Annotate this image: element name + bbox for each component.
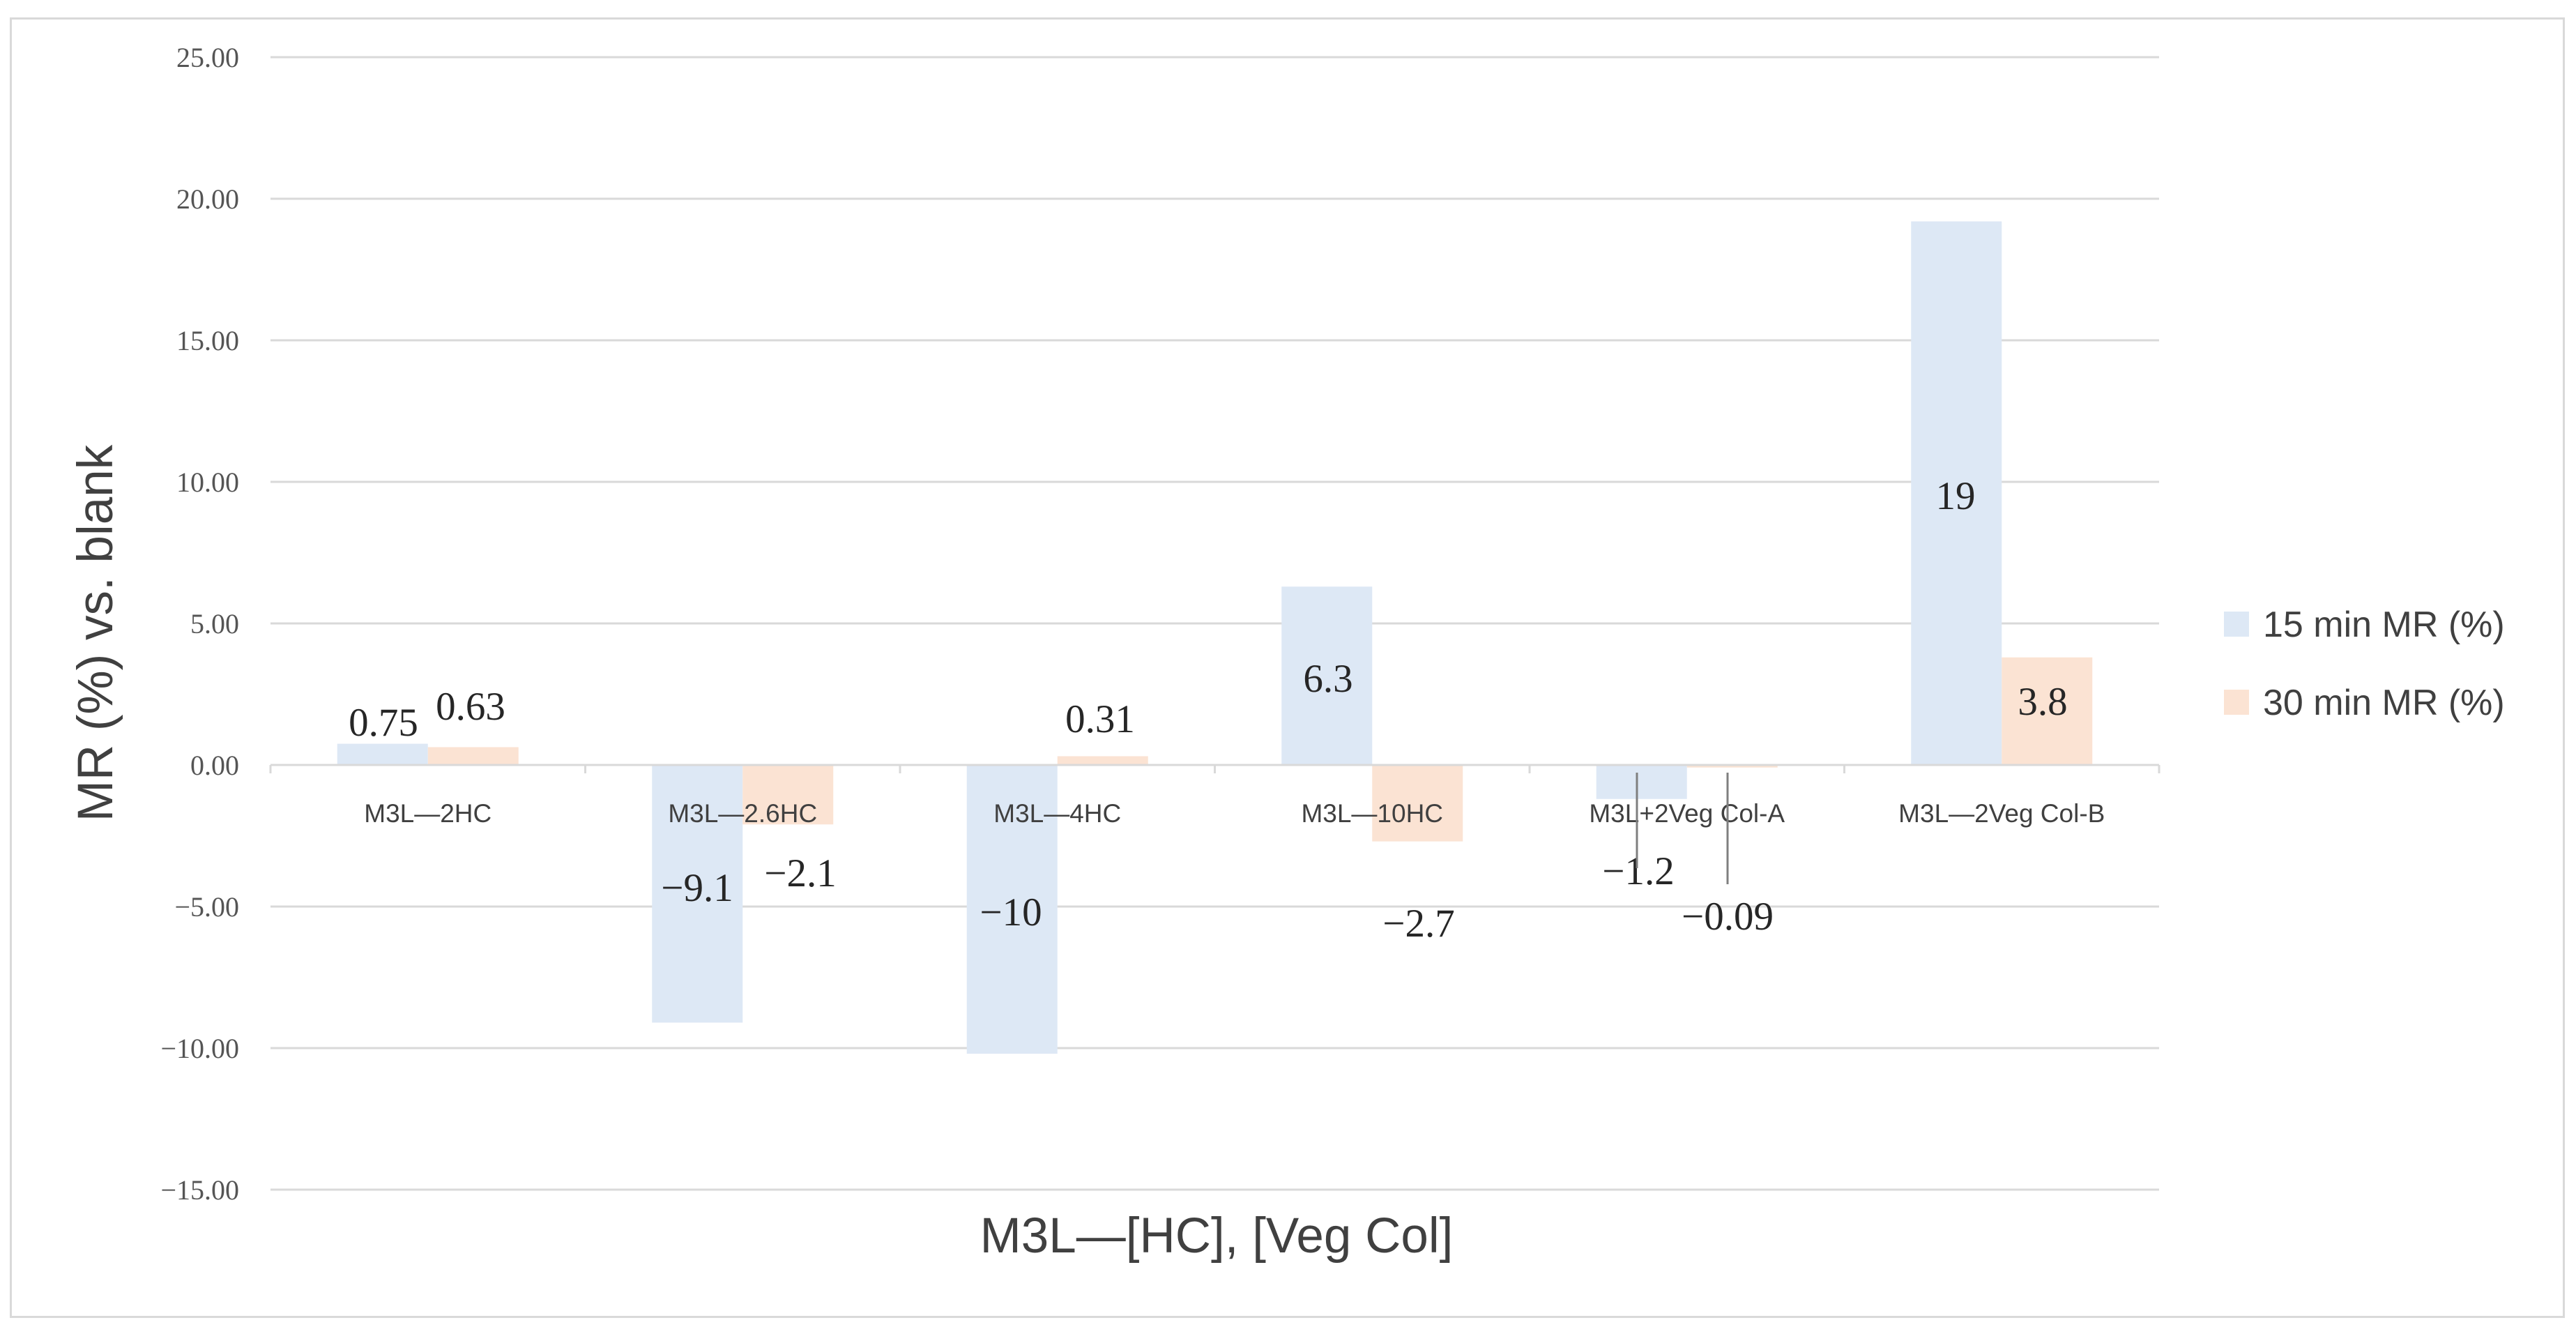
y-axis-ticks: 25.00 20.00 15.00 10.00 5.00 0.00 −5.00 −10.00 −… [160, 42, 239, 1206]
bar-15-min [337, 743, 428, 765]
bar-15-min [1596, 765, 1687, 799]
data-label-30-min: −0.09 [1682, 895, 1774, 939]
gridlines [270, 56, 2159, 1191]
data-label-15-min: −1.2 [1602, 849, 1674, 893]
legend-swatch-15-min [2224, 612, 2249, 637]
legend-label-15-min: 15 min MR (%) [2263, 605, 2505, 645]
category-label: M3L—2Veg Col-B [1898, 799, 2105, 828]
x-axis-title: M3L—[HC], [Veg Col] [980, 1208, 1454, 1264]
data-label-30-min: 0.31 [1065, 697, 1135, 741]
leader-lines [1636, 773, 1729, 884]
data-label-15-min: −10 [980, 890, 1042, 934]
data-label-15-min: 19 [1936, 474, 1976, 518]
legend: 15 min MR (%) 30 min MR (%) [2224, 605, 2505, 723]
y-tick-label: 25.00 [176, 42, 239, 73]
category-label: M3L—2.6HC [668, 799, 817, 828]
category-labels: M3L—2HC M3L—2.6HC M3L—4HC M3L—10HC M3L+2Veg … [269, 765, 2160, 828]
data-label-30-min: 0.63 [436, 685, 505, 729]
y-tick-label: −5.00 [174, 891, 239, 923]
bar-30-min [2002, 657, 2093, 765]
y-tick-label: 10.00 [176, 467, 239, 498]
category-label: M3L—4HC [993, 799, 1121, 828]
data-label-15-min: 6.3 [1303, 657, 1352, 701]
bar-30-min [742, 765, 834, 825]
y-tick-label: 5.00 [190, 608, 239, 639]
data-label-30-min: −2.7 [1382, 902, 1454, 946]
bar-15-min [1281, 586, 1373, 765]
bar-15-min [652, 765, 743, 1023]
data-label-30-min: 3.8 [2018, 680, 2067, 724]
bars [337, 221, 2093, 1054]
category-label: M3L—10HC [1301, 799, 1443, 828]
data-label-15-min: 0.75 [349, 701, 418, 745]
bar-30-min [427, 747, 519, 765]
y-axis-title: MR (%) vs. blank [68, 444, 123, 821]
bar-30-min [1686, 765, 1778, 768]
bar-15-min [1911, 221, 2002, 766]
legend-swatch-30-min [2224, 690, 2249, 715]
data-label-15-min: −9.1 [661, 866, 733, 910]
bar-30-min [1372, 765, 1463, 842]
y-tick-label: −10.00 [160, 1033, 239, 1064]
category-label: M3L+2Veg Col-A [1589, 799, 1785, 828]
data-labels: 0.75 0.63 −9.1 −2.1 −10 0.31 6.3 −2.7 −1.2−0.09 1… [349, 474, 2068, 946]
bar-15-min [966, 765, 1058, 1054]
category-label: M3L—2HC [364, 799, 491, 828]
y-tick-label: 0.00 [190, 750, 239, 781]
bar-30-min [1057, 756, 1148, 765]
y-tick-label: 15.00 [176, 325, 239, 356]
y-tick-label: 20.00 [176, 183, 239, 215]
data-label-30-min: −2.1 [764, 851, 836, 895]
legend-label-30-min: 30 min MR (%) [2263, 683, 2505, 723]
y-tick-label: −15.00 [160, 1174, 239, 1206]
